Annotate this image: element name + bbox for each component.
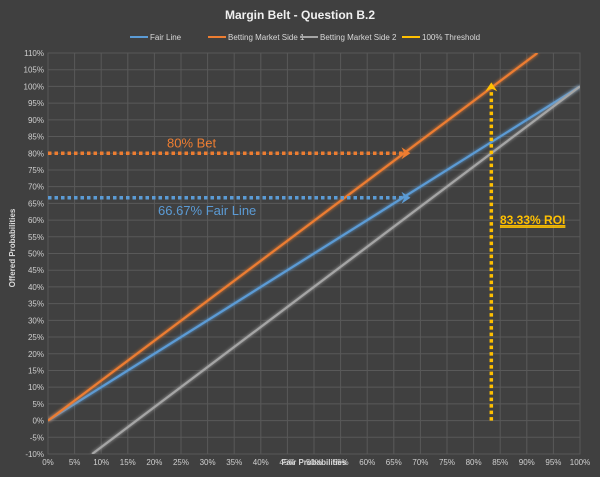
annotation-label: 83.33% ROI [500,213,565,227]
x-tick-label: 10% [93,458,109,467]
x-tick-label: 100% [570,458,590,467]
y-tick-label: 55% [28,233,44,242]
y-tick-label: 10% [28,383,44,392]
y-tick-label: 110% [24,49,44,58]
legend-label: Betting Market Side 1 [228,33,305,42]
series-line-fair-line [48,85,580,422]
x-tick-label: 95% [545,458,561,467]
legend-label: Fair Line [150,33,182,42]
x-tick-label: 55% [333,458,349,467]
y-tick-label: 35% [28,300,44,309]
x-tick-label: 90% [519,458,535,467]
x-tick-label: 30% [200,458,216,467]
x-tick-label: 35% [226,458,242,467]
annotation-arrowhead [401,147,411,160]
y-tick-label: 75% [28,166,44,175]
y-tick-label: 45% [28,266,44,275]
y-tick-label: 95% [28,99,44,108]
x-tick-label: 70% [412,458,428,467]
legend-item: 100% Threshold [402,33,480,42]
x-tick-label: 5% [69,458,81,467]
legend: Fair Line Betting Market Side 1 Betting Ma… [130,33,480,42]
y-tick-label: 15% [28,366,44,375]
y-tick-label: 0% [32,417,44,426]
x-tick-label: 50% [306,458,322,467]
x-tick-label: 60% [359,458,375,467]
x-axis-ticks: 0% 5% 10% 15% 20% 25% 30% 35% 40% 45% 50% 55% 60% 65%… [42,458,590,467]
legend-label: Betting Market Side 2 [320,33,397,42]
annotation-label: 80% Bet [167,135,217,150]
x-tick-label: 75% [439,458,455,467]
x-tick-label: 15% [120,458,136,467]
y-tick-label: 20% [28,350,44,359]
x-tick-label: 25% [173,458,189,467]
y-tick-label: -5% [30,433,44,442]
y-tick-label: 105% [24,66,44,75]
x-tick-label: 0% [42,458,54,467]
series-line-betting-market-side-2 [91,85,580,454]
legend-label: 100% Threshold [422,33,480,42]
y-tick-label: 85% [28,133,44,142]
legend-item: Betting Market Side 2 [300,33,397,42]
x-tick-label: 85% [492,458,508,467]
y-tick-label: 25% [28,333,44,342]
y-tick-label: 40% [28,283,44,292]
series-line-betting-market-side-1 [48,53,539,422]
chart-title: Margin Belt - Question B.2 [225,8,375,22]
y-tick-label: 90% [28,116,44,125]
y-axis-ticks: -10% -5% 0% 5% 10% 15% 20% 25% 30% 35% 40% 45% 50% 55… [24,49,44,459]
x-tick-label: 65% [386,458,402,467]
annotation-label: 66.67% Fair Line [158,203,256,218]
annotation-arrowhead [485,82,498,92]
y-tick-label: 70% [28,183,44,192]
x-tick-label: 80% [466,458,482,467]
x-tick-label: 20% [146,458,162,467]
legend-item: Betting Market Side 1 [208,33,305,42]
y-tick-label: 80% [28,149,44,158]
y-tick-label: 5% [32,400,44,409]
y-tick-label: 65% [28,199,44,208]
y-tick-label: 100% [24,82,44,91]
annotation-layer: 80% Bet 66.67% Fair Line 83.33% ROI [48,82,566,421]
y-axis-label: Offered Probabilities [8,208,17,287]
y-tick-label: 30% [28,316,44,325]
annotation-arrowhead [401,191,411,204]
y-tick-label: 50% [28,250,44,259]
series-layer [48,53,580,454]
y-tick-label: 60% [28,216,44,225]
legend-item: Fair Line [130,33,182,42]
x-tick-label: 40% [253,458,269,467]
y-tick-label: -10% [25,450,44,459]
x-axis-label: Fair Probabilities [282,458,347,467]
x-tick-label: 45% [279,458,295,467]
